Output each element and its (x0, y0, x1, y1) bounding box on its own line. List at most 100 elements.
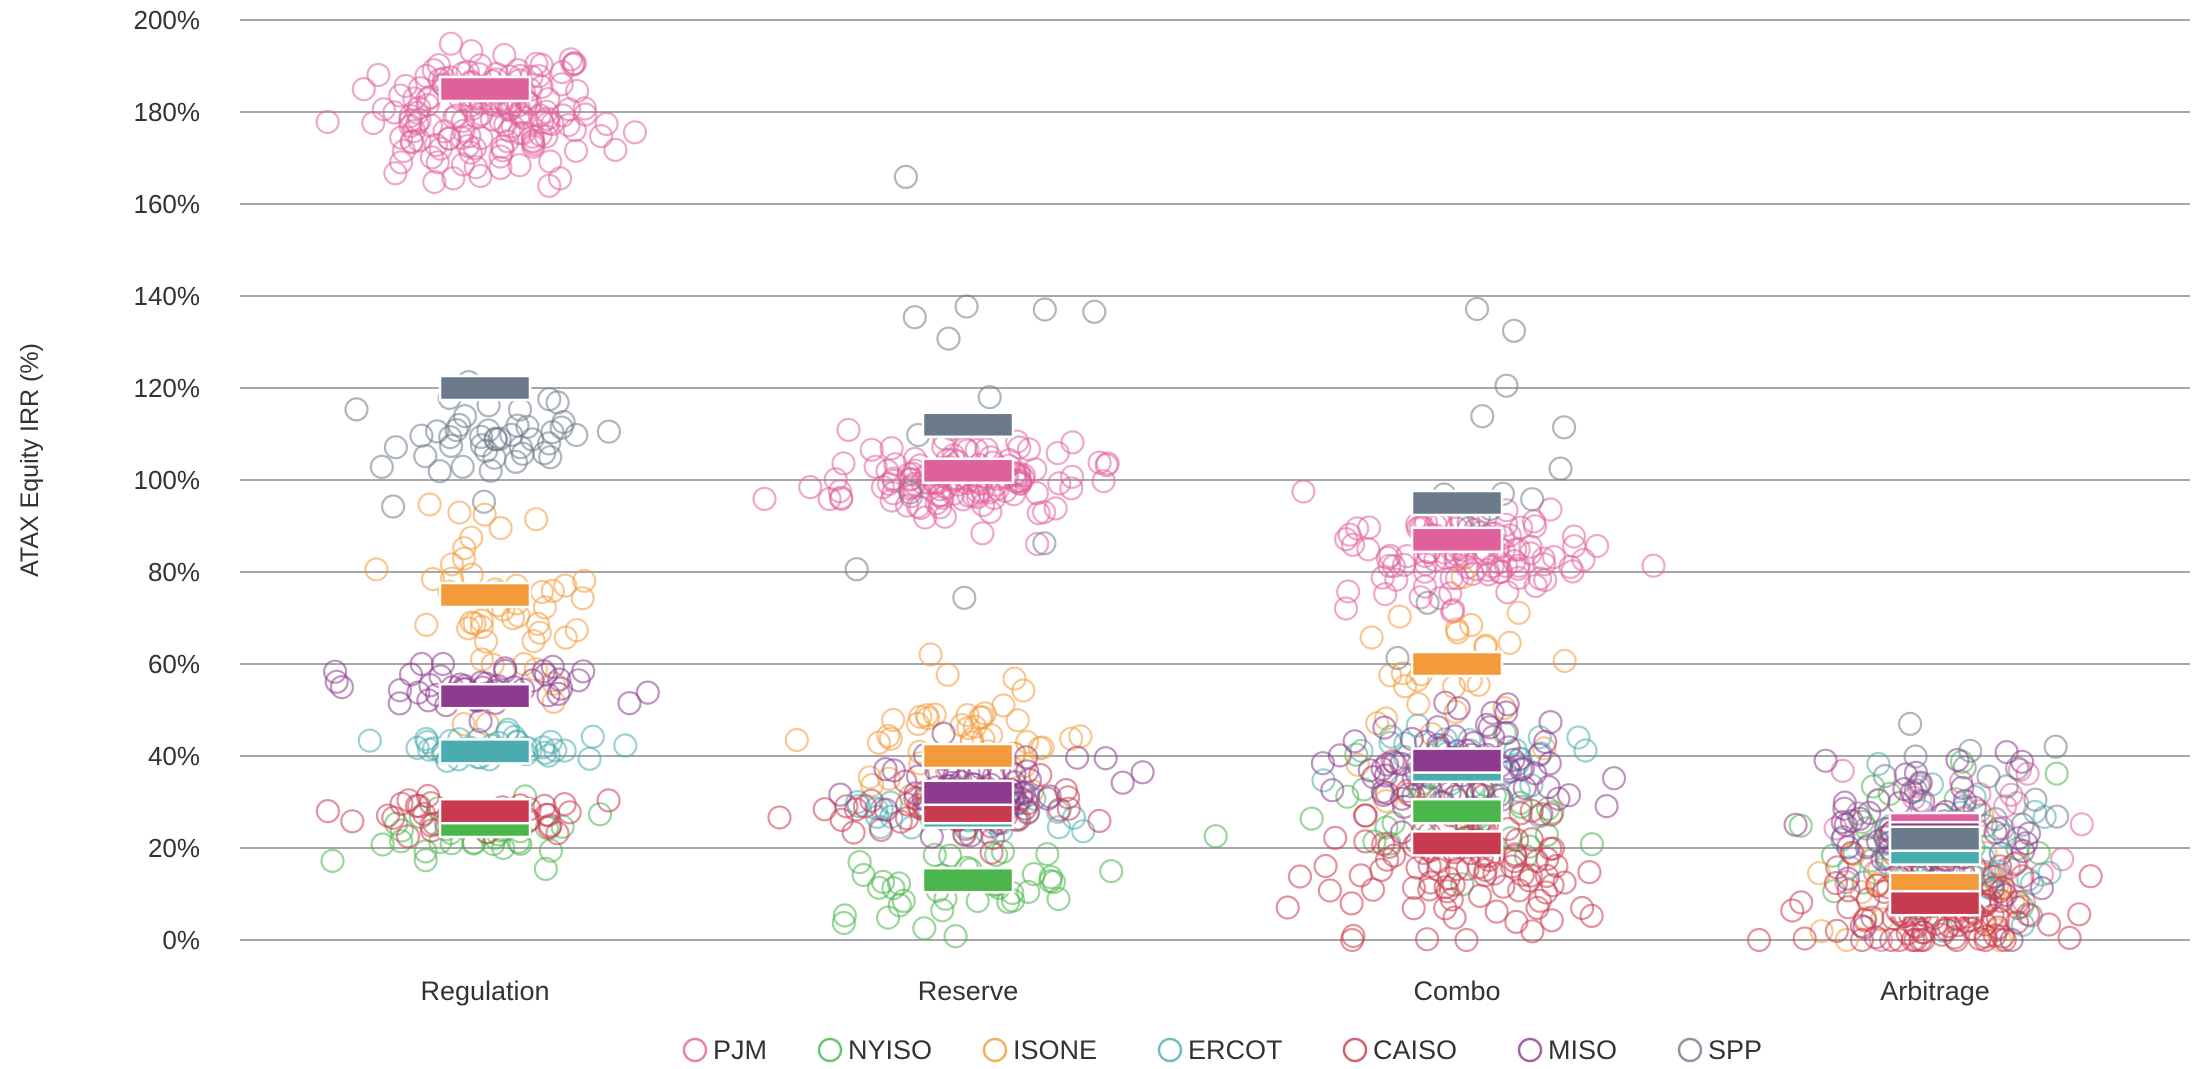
y-tick-label: 60% (148, 649, 200, 679)
scatter-point (1025, 531, 1050, 557)
scatter-point (1533, 880, 1559, 905)
scatter-point (469, 647, 494, 672)
scatter-point (2078, 864, 2103, 889)
scatter-point (395, 824, 421, 849)
scatter-point (1459, 612, 1484, 638)
scatter-point (596, 419, 622, 444)
y-tick-label: 120% (134, 373, 201, 403)
scatter-point (1446, 696, 1471, 721)
scatter-point (1046, 886, 1071, 912)
scatter-point (1594, 793, 1619, 819)
scatter-point (1520, 487, 1545, 512)
scatter-point (351, 76, 376, 102)
scatter-point (1414, 927, 1440, 952)
scatter-point (1824, 918, 1850, 944)
scatter-point (1013, 796, 1038, 821)
scatter-point (515, 414, 540, 439)
scatter-point (1095, 451, 1120, 476)
scatter-point (1534, 863, 1560, 889)
scatter-point (472, 502, 497, 527)
scatter-point (1317, 878, 1343, 903)
scatter-point (1482, 861, 1507, 886)
legend-marker (1677, 1037, 1703, 1063)
scatter-point (843, 797, 869, 822)
scatter-point (450, 152, 476, 177)
scatter-point (956, 483, 982, 508)
scatter-point (493, 656, 518, 681)
scatter-point (2057, 925, 2082, 951)
scatter-point (533, 856, 558, 882)
scatter-point (1601, 766, 1627, 791)
scatter-point (1577, 859, 1602, 885)
scatter-point (1986, 816, 2011, 841)
legend-label: CAISO (1373, 1035, 1457, 1065)
scatter-points (315, 31, 2103, 953)
mean-marker (438, 738, 532, 765)
scatter-point (935, 662, 960, 687)
scatter-point (1849, 927, 1875, 953)
scatter-point (1460, 561, 1485, 587)
scatter-point (1435, 879, 1460, 904)
scatter-point (320, 848, 345, 874)
scatter-point (456, 616, 481, 641)
scatter-point (1336, 579, 1361, 604)
mean-marker (1888, 889, 1982, 917)
scatter-point (439, 552, 464, 577)
scatter-point (371, 97, 396, 122)
scatter-point (563, 138, 589, 163)
scatter-point (524, 507, 549, 532)
scatter-point (1569, 895, 1595, 921)
scatter-point (1976, 764, 2001, 789)
scatter-point (1879, 927, 1904, 953)
scatter-point (1441, 872, 1466, 897)
scatter-point (389, 818, 414, 843)
scatter-point (455, 133, 481, 158)
scatter-point (488, 515, 513, 541)
x-category-label: Combo (1413, 976, 1500, 1006)
scatter-point (439, 433, 464, 458)
legend-label: ERCOT (1188, 1035, 1283, 1065)
scatter-point (1533, 729, 1558, 755)
scatter-point (452, 536, 477, 561)
scatter-point (1495, 580, 1520, 605)
scatter-point (878, 790, 903, 815)
scatter-point (1903, 778, 1928, 803)
scatter-point (587, 802, 613, 827)
scatter-point (534, 124, 559, 149)
scatter-point (1830, 809, 1855, 835)
scatter-point (1310, 751, 1336, 776)
scatter-point (1060, 430, 1085, 455)
scatter-point (497, 118, 522, 143)
scatter-point (896, 462, 921, 487)
scatter-point (1494, 700, 1519, 725)
scatter-point (1340, 532, 1366, 557)
scatter-point (1788, 890, 1814, 915)
scatter-point (878, 726, 903, 751)
y-tick-label: 100% (134, 465, 201, 495)
scatter-point (1839, 840, 1864, 865)
scatter-point (369, 454, 394, 479)
scatter-point (1327, 743, 1353, 768)
scatter-point (1027, 735, 1052, 761)
scatter-point (2010, 864, 2035, 889)
scatter-point (1389, 820, 1415, 845)
legend: PJM NYISO ISONE ERCOT CAISO MISO SPP (682, 1035, 1762, 1065)
scatter-point (557, 800, 582, 825)
scatter-point (398, 103, 423, 129)
scatter-point (1538, 497, 1563, 522)
scatter-point (1393, 731, 1418, 756)
scatter-point (370, 832, 395, 857)
scatter-point (1910, 920, 1935, 945)
scatter-point (1994, 774, 2019, 799)
scatter-point (2006, 895, 2031, 921)
scatter-point (1475, 557, 1500, 583)
scatter-point (1552, 648, 1577, 674)
scatter-point (613, 733, 638, 758)
scatter-point (1093, 746, 1118, 771)
scatter-point (1035, 841, 1060, 867)
scatter-point (1887, 927, 1912, 953)
scatter-point (577, 746, 602, 771)
scatter-point (1845, 801, 1871, 826)
scatter-point (447, 500, 472, 525)
scatter-point (508, 101, 533, 126)
